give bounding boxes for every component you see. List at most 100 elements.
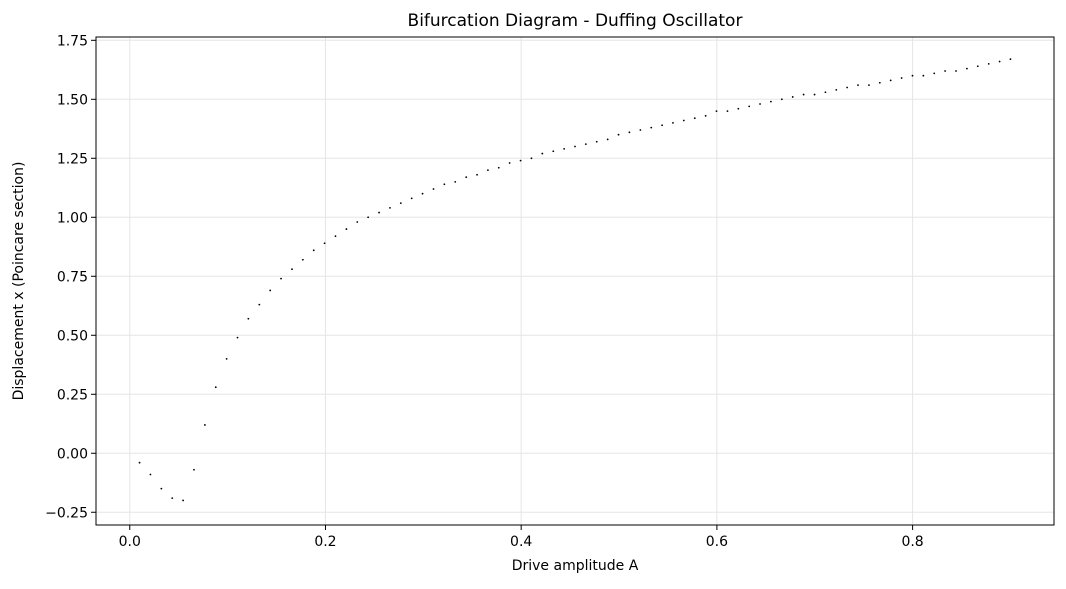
y-axis-label: Displacement x (Poincare section): [11, 162, 27, 401]
point: [661, 124, 663, 127]
point: [214, 386, 217, 389]
point: [639, 129, 642, 131]
point: [650, 126, 653, 129]
point: [574, 145, 576, 148]
point: [868, 84, 870, 87]
point: [160, 487, 163, 490]
x-tick-label: 0.6: [706, 534, 728, 550]
point: [519, 159, 522, 162]
point: [737, 107, 740, 110]
point: [595, 140, 598, 143]
point: [563, 147, 566, 150]
y-tick-label: 0.75: [57, 269, 88, 285]
y-tick-label: 1.25: [57, 151, 88, 167]
point: [465, 176, 468, 179]
point: [998, 60, 1001, 63]
point: [846, 86, 849, 89]
point: [704, 114, 707, 117]
point: [280, 277, 282, 280]
point: [345, 228, 348, 230]
point: [748, 105, 751, 108]
point: [911, 74, 914, 77]
point: [454, 180, 457, 183]
point: [497, 166, 500, 169]
point: [432, 188, 435, 190]
point: [421, 192, 424, 195]
point: [399, 202, 402, 205]
point: [606, 138, 609, 141]
point: [922, 74, 925, 77]
point: [802, 93, 805, 96]
point: [530, 157, 533, 160]
point: [138, 461, 141, 464]
x-axis-label: Drive amplitude A: [512, 558, 639, 574]
point: [552, 150, 555, 153]
y-tick-label: 1.50: [57, 92, 88, 108]
y-tick-label: 0.00: [57, 446, 88, 462]
point: [770, 100, 772, 103]
point: [672, 121, 674, 124]
point: [410, 197, 413, 200]
x-tick-label: 0.2: [314, 534, 336, 550]
point: [780, 98, 783, 101]
point: [541, 152, 544, 155]
point: [269, 289, 272, 292]
point: [323, 242, 326, 245]
chart-title: Bifurcation Diagram - Duffing Oscillator: [408, 11, 743, 31]
point: [389, 206, 391, 209]
point: [955, 70, 957, 72]
point: [813, 93, 816, 96]
point: [476, 173, 478, 176]
point: [225, 357, 228, 360]
point: [693, 117, 696, 120]
point: [889, 79, 892, 82]
point: [487, 169, 489, 171]
point: [857, 84, 859, 87]
point: [715, 110, 718, 112]
point: [258, 303, 261, 306]
point: [966, 67, 968, 70]
point: [291, 268, 293, 271]
point: [247, 317, 250, 320]
point: [933, 72, 936, 75]
x-tick-label: 0.4: [510, 534, 532, 550]
point: [835, 88, 838, 91]
point: [682, 119, 685, 122]
point: [301, 258, 304, 261]
x-tick-label: 0.0: [119, 534, 141, 550]
plot-frame: [95, 36, 1055, 526]
point: [443, 183, 446, 186]
point: [193, 468, 195, 471]
y-tick-label: 0.50: [57, 328, 88, 344]
point: [584, 143, 587, 146]
point: [791, 96, 794, 98]
point: [182, 499, 184, 502]
point: [824, 91, 827, 94]
point: [356, 221, 359, 223]
x-tick-label: 0.8: [901, 534, 923, 550]
point: [312, 249, 315, 252]
point: [944, 70, 946, 72]
y-tick-label: 1.75: [57, 33, 88, 49]
y-tick-label: −0.25: [45, 505, 88, 521]
point: [726, 110, 729, 112]
y-tick-label: 1.00: [57, 210, 88, 226]
point: [171, 497, 174, 499]
point: [508, 162, 511, 164]
point: [334, 235, 337, 238]
y-tick-label: 0.25: [57, 387, 88, 403]
point: [236, 336, 239, 339]
point: [628, 131, 631, 134]
point: [149, 473, 152, 476]
point: [759, 103, 761, 105]
point: [617, 133, 620, 136]
point: [878, 81, 881, 84]
point: [987, 63, 990, 65]
point: [204, 424, 206, 426]
point: [976, 65, 979, 68]
point: [378, 211, 380, 214]
point: [367, 216, 370, 219]
point: [1009, 58, 1012, 61]
